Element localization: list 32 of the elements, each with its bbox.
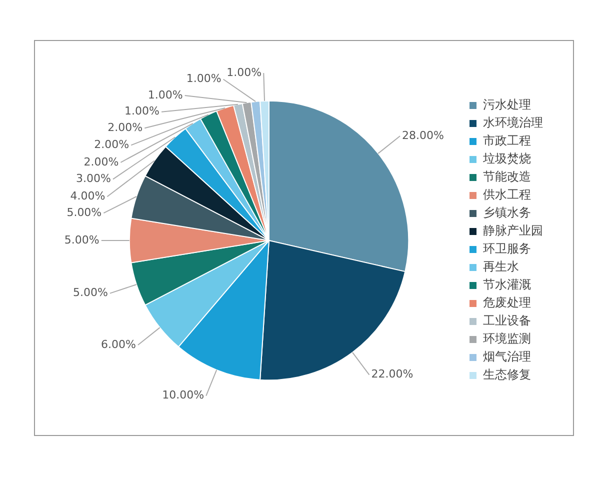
legend-label: 水环境治理 [483, 116, 543, 130]
data-label: 1.00% [148, 88, 183, 102]
data-label: 1.00% [186, 72, 222, 86]
data-label: 1.00% [124, 104, 160, 118]
legend-label: 环卫服务 [483, 242, 531, 256]
legend-label: 节水灌溉 [483, 278, 531, 292]
data-label: 6.00% [100, 338, 136, 351]
data-label: 28.00% [402, 128, 444, 142]
legend-label: 垃圾焚烧 [482, 152, 531, 166]
legend-label: 供水工程 [483, 188, 531, 202]
legend-label: 市政工程 [483, 134, 531, 148]
legend-label: 污水处理 [483, 98, 531, 112]
legend-label: 节能改造 [483, 170, 531, 184]
legend-label: 烟气治理 [483, 350, 531, 364]
data-label: 22.00% [371, 368, 414, 381]
legend-label: 环境监测 [483, 332, 531, 346]
legend-label: 生态修复 [483, 368, 531, 382]
legend-label: 危废处理 [483, 296, 531, 310]
data-label: 2.00% [84, 155, 119, 168]
data-label: 4.00% [70, 190, 106, 203]
data-label: 2.00% [94, 138, 130, 152]
legend-label: 再生水 [483, 260, 519, 274]
data-label: 3.00% [76, 172, 112, 186]
data-label: 5.00% [66, 206, 102, 219]
data-label: 10.00% [162, 388, 204, 402]
legend-label: 乡镇水务 [483, 206, 531, 220]
legend-label: 工业设备 [483, 314, 531, 328]
legend-label: 静脉产业园 [483, 224, 543, 238]
data-label: 1.00% [226, 66, 262, 79]
data-label: 5.00% [64, 233, 100, 246]
data-label: 5.00% [72, 286, 108, 300]
data-label: 2.00% [108, 121, 143, 134]
